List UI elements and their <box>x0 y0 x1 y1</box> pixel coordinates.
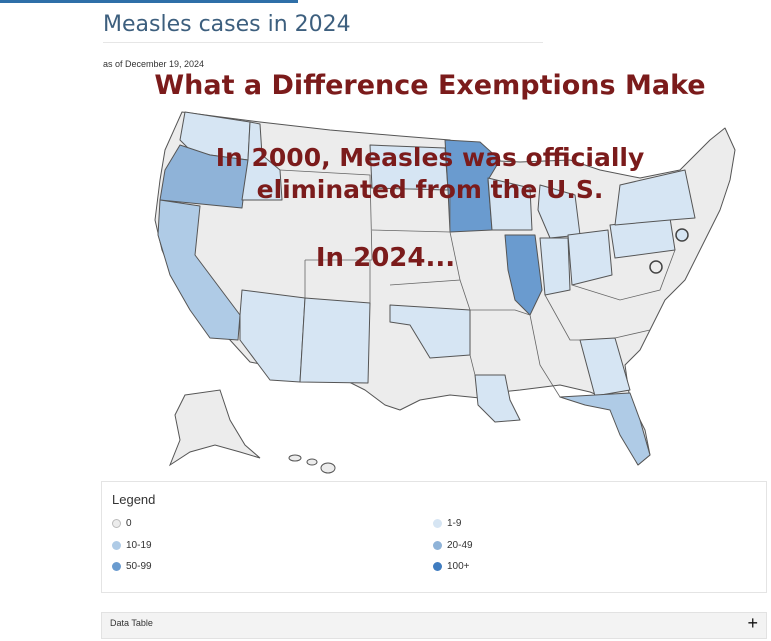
state-georgia[interactable] <box>579 337 631 397</box>
state-new-york[interactable] <box>614 169 696 226</box>
accent-bar <box>0 0 298 3</box>
legend-swatch <box>112 541 121 550</box>
state-hawaii[interactable] <box>288 454 336 474</box>
overlay-line-3: In 2024... <box>315 243 456 273</box>
legend-swatch <box>433 541 442 550</box>
legend: Legend 0 1-9 10-19 20-49 50-99 100+ <box>101 481 767 593</box>
legend-swatch <box>112 562 121 571</box>
us-measles-map <box>154 111 736 474</box>
state-indiana[interactable] <box>539 237 571 296</box>
state-arizona[interactable] <box>239 289 306 383</box>
overlay-headline: What a Difference Exemptions Make <box>154 70 706 101</box>
legend-item-0: 0 <box>112 518 132 529</box>
state-florida[interactable] <box>559 392 651 466</box>
state-michigan[interactable] <box>537 184 581 239</box>
legend-swatch <box>433 519 442 528</box>
state-wisconsin[interactable] <box>487 177 533 231</box>
legend-item-1-9: 1-9 <box>433 518 461 529</box>
state-louisiana[interactable] <box>474 374 521 423</box>
state-marker-ne[interactable] <box>675 228 689 242</box>
state-alaska[interactable] <box>168 389 261 467</box>
legend-label: 20-49 <box>447 540 473 551</box>
overlay-message: In 2000, Measles was officially eliminat… <box>100 142 760 206</box>
data-table-label: Data Table <box>110 618 153 628</box>
page-title: Measles cases in 2024 <box>103 12 351 37</box>
expand-plus-icon[interactable]: + <box>747 613 758 633</box>
state-oregon[interactable] <box>159 144 249 209</box>
state-new-mexico[interactable] <box>299 297 371 384</box>
date-stamp: as of December 19, 2024 <box>103 59 205 69</box>
legend-item-50-99: 50-99 <box>112 561 152 572</box>
state-marker-dc[interactable] <box>649 260 663 274</box>
title-divider <box>103 42 543 43</box>
legend-title: Legend <box>112 492 156 507</box>
state-california[interactable] <box>157 199 241 341</box>
legend-label: 0 <box>126 518 132 529</box>
data-table-toggle[interactable]: Data Table + <box>101 612 767 639</box>
overlay-line-1: In 2000, Measles was officially <box>215 143 645 172</box>
state-ohio[interactable] <box>567 229 613 286</box>
legend-swatch <box>112 519 121 528</box>
legend-label: 10-19 <box>126 540 152 551</box>
legend-item-10-19: 10-19 <box>112 540 152 551</box>
legend-item-100-plus: 100+ <box>433 561 470 572</box>
legend-label: 1-9 <box>447 518 462 529</box>
legend-label: 50-99 <box>126 561 152 572</box>
overlay-line-2: eliminated from the U.S. <box>256 175 604 204</box>
legend-label: 100+ <box>447 561 470 572</box>
legend-swatch <box>433 562 442 571</box>
state-idaho[interactable] <box>241 121 283 201</box>
legend-item-20-49: 20-49 <box>433 540 473 551</box>
